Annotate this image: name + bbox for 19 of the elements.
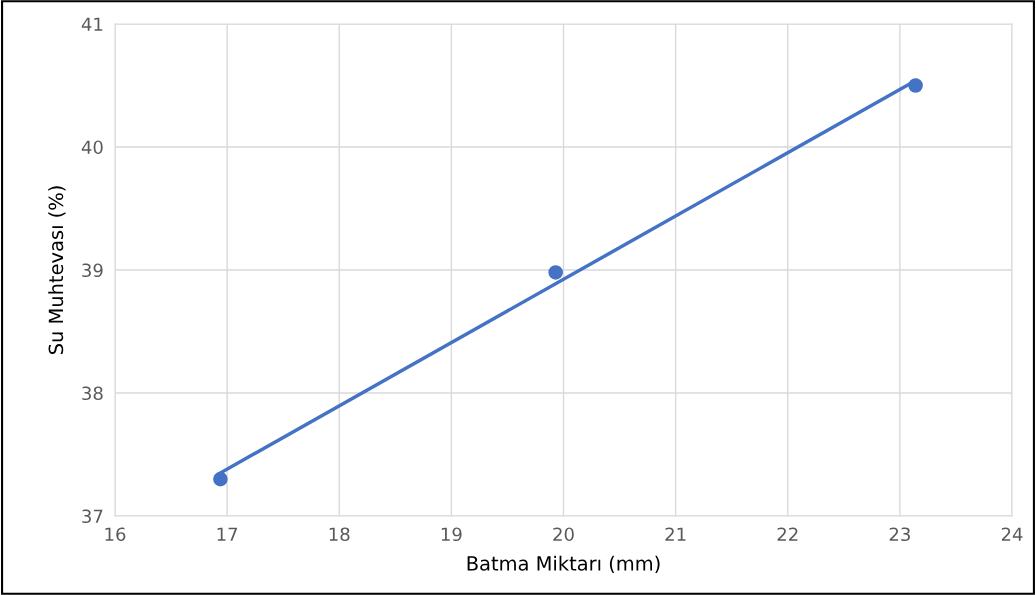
x-tick-label: 23 <box>889 527 910 542</box>
y-axis-title: Su Muhtevası (%) <box>48 186 66 355</box>
y-tick-label: 40 <box>81 140 103 155</box>
x-tick-label: 20 <box>553 527 574 542</box>
point <box>548 265 563 280</box>
x-tick-label: 19 <box>441 527 462 542</box>
y-tick-label: 41 <box>81 17 103 31</box>
x-axis-title: Batma Miktarı (mm) <box>467 555 660 574</box>
x-tick-label: 17 <box>217 527 238 541</box>
x-tick-label: 18 <box>329 527 350 542</box>
y-tick-label: 38 <box>82 386 103 401</box>
y-tick-label: 37 <box>82 509 103 524</box>
x-tick-label: 21 <box>665 527 686 541</box>
x-tick-label: 16 <box>105 527 126 542</box>
point <box>908 78 923 93</box>
x-tick-label: 22 <box>777 527 798 541</box>
y-tick-label: 39 <box>82 263 103 278</box>
point <box>213 471 228 487</box>
x-tick-label: 24 <box>1001 527 1023 541</box>
